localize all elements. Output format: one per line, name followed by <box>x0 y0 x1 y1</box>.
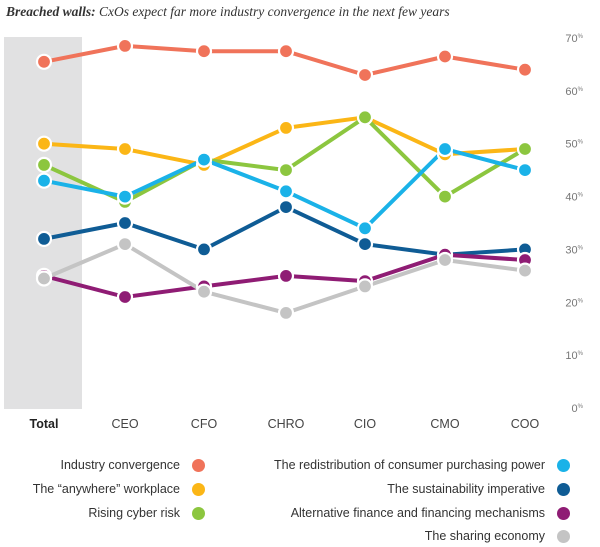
data-point <box>356 220 374 237</box>
y-tick-label: 30% <box>565 244 583 256</box>
data-point <box>116 288 134 306</box>
data-point <box>195 151 213 168</box>
data-point <box>516 162 534 179</box>
chart-title-rest: CxOs expect far more industry convergenc… <box>95 4 450 19</box>
data-point <box>436 251 454 269</box>
data-point <box>195 283 213 300</box>
y-tick-label: 10% <box>565 350 583 362</box>
y-tick-label: 60% <box>565 86 583 98</box>
data-point <box>277 119 295 137</box>
data-point <box>436 188 454 205</box>
y-tick-label: 40% <box>565 192 583 204</box>
data-point <box>277 43 295 60</box>
data-point <box>356 66 374 84</box>
x-category-label: CEO <box>111 417 138 431</box>
data-point <box>277 183 295 200</box>
data-point <box>116 140 134 158</box>
x-category-label: CFO <box>191 417 218 431</box>
x-category-label: CIO <box>354 417 377 431</box>
x-category-label: COO <box>511 417 540 431</box>
x-category-label: CHRO <box>268 417 305 431</box>
data-point <box>436 140 454 158</box>
data-point <box>116 188 134 205</box>
series-points <box>35 37 534 321</box>
data-point <box>116 37 134 55</box>
data-point <box>356 236 374 253</box>
data-point <box>35 172 53 189</box>
data-point <box>356 109 374 126</box>
data-point <box>195 241 213 258</box>
data-point <box>35 270 53 287</box>
data-point <box>116 214 134 232</box>
data-point <box>116 236 134 253</box>
data-point <box>516 140 534 158</box>
data-point <box>35 156 53 173</box>
total-highlight-band <box>4 37 82 409</box>
chart-title-lead: Breached walls: <box>6 4 96 19</box>
chart-title: Breached walls: CxOs expect far more ind… <box>6 4 450 20</box>
data-point <box>436 48 454 65</box>
data-point <box>35 135 53 152</box>
data-point <box>277 162 295 179</box>
y-axis: 0% 10% 20% 30% 40% 50% 60% 70% <box>565 33 583 415</box>
data-point <box>356 278 374 295</box>
data-point <box>277 304 295 321</box>
data-point <box>516 61 534 78</box>
x-category-label: Total <box>30 417 59 431</box>
data-point <box>35 53 53 70</box>
data-point <box>516 262 534 279</box>
data-point <box>277 267 295 284</box>
data-point <box>195 43 213 60</box>
y-tick-label: 20% <box>565 297 583 309</box>
data-point <box>35 230 53 247</box>
x-axis: Total CEO CFO CHRO CIO CMO COO <box>30 417 540 431</box>
y-tick-label: 70% <box>565 33 583 45</box>
x-category-label: CMO <box>430 417 459 431</box>
y-tick-label: 50% <box>565 139 583 151</box>
y-tick-label: 0% <box>572 403 584 415</box>
data-point <box>277 199 295 216</box>
